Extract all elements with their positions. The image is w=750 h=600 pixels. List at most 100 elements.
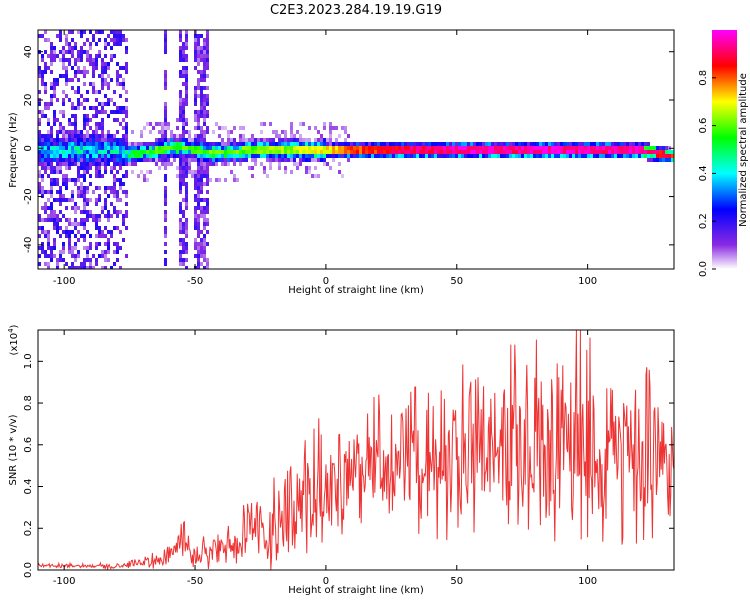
spectrogram-cell — [197, 62, 200, 66]
spectrogram-cell — [107, 258, 110, 262]
spectrogram-cell — [59, 126, 62, 130]
spectrogram-cell — [200, 178, 203, 182]
spectrogram-cell — [197, 118, 200, 122]
spectrogram-cell — [389, 146, 392, 150]
spectrogram-cell — [86, 158, 89, 162]
spectrogram-cell — [233, 126, 236, 130]
spectrogram-cell — [65, 158, 68, 162]
spectrogram-cell — [125, 190, 128, 194]
spectrogram-cell — [323, 154, 326, 158]
spectrogram-cell — [185, 66, 188, 70]
spectrogram-cell — [575, 146, 578, 150]
spectrogram-cell — [146, 158, 149, 162]
spectrogram-cell — [179, 174, 182, 178]
spectrogram-cell — [38, 182, 41, 186]
spectrogram-cell — [38, 118, 41, 122]
spectrogram-cell — [125, 70, 128, 74]
spectrogram-cell — [155, 150, 158, 154]
snr-x-label: Height of straight line (km) — [288, 585, 424, 596]
spectrogram-cell — [203, 234, 206, 238]
spectrogram-cell — [71, 86, 74, 90]
spectrogram-cell — [206, 154, 209, 158]
spectrogram-cell — [68, 142, 71, 146]
spectrogram-cell — [335, 142, 338, 146]
spectrogram-cell — [98, 170, 101, 174]
spectrogram-cell — [38, 226, 41, 230]
spectrogram-cell — [179, 178, 182, 182]
spectrogram-cell — [131, 162, 134, 166]
spectrogram-cell — [173, 134, 176, 138]
spectrogram-cell — [290, 138, 293, 142]
spectrogram-cell — [65, 142, 68, 146]
spectrogram-cell — [173, 146, 176, 150]
spectrogram-cell — [518, 150, 521, 154]
spectrogram-cell — [38, 174, 41, 178]
spectrogram-cell — [200, 130, 203, 134]
spectrogram-cell — [116, 210, 119, 214]
spectrogram-cell — [110, 202, 113, 206]
spectrogram-cell — [194, 66, 197, 70]
spectrogram-cell — [86, 118, 89, 122]
spectrogram-cell — [374, 146, 377, 150]
spectrogram-cell — [41, 134, 44, 138]
spectrogram-cell — [116, 110, 119, 114]
spectrogram-cell — [194, 146, 197, 150]
spectrogram-cell — [131, 130, 134, 134]
spectrogram-cell — [299, 154, 302, 158]
spectrogram-cell — [317, 174, 320, 178]
spectrogram-cell — [197, 254, 200, 258]
spectrogram-cell — [89, 162, 92, 166]
spectrogram-cell — [38, 66, 41, 70]
spectrogram-cell — [188, 130, 191, 134]
spectrogram-cell — [95, 30, 98, 34]
spectrogram-cell — [266, 158, 269, 162]
spectrogram-cell — [41, 150, 44, 154]
spectrogram-cell — [161, 138, 164, 142]
spectrogram-cell — [629, 150, 632, 154]
spectrogram-cell — [149, 150, 152, 154]
spectrogram-cell — [233, 174, 236, 178]
spectrogram-cell — [566, 146, 569, 150]
spectrogram-cell — [266, 146, 269, 150]
spectrogram-cell — [206, 30, 209, 34]
spectrogram-cell — [59, 194, 62, 198]
spectrogram-cell — [143, 146, 146, 150]
spectrogram-cell — [305, 142, 308, 146]
spectrogram-cell — [92, 90, 95, 94]
spectrogram-cell — [56, 146, 59, 150]
spectrogram-cell — [284, 154, 287, 158]
spectrogram-cell — [74, 178, 77, 182]
spectrogram-cell — [305, 170, 308, 174]
spectrogram-cell — [260, 138, 263, 142]
spectrogram-cell — [368, 154, 371, 158]
spectrogram-cell — [44, 114, 47, 118]
spectrogram-cell — [524, 146, 527, 150]
spectrogram-cell — [116, 106, 119, 110]
spectrogram-cell — [665, 146, 668, 150]
spectrogram-cell — [77, 138, 80, 142]
spectrogram-cell — [119, 34, 122, 38]
spectrogram-cell — [44, 30, 47, 34]
spectrogram-x-axis: -100 -50 0 50 100 — [53, 30, 597, 287]
spectrogram-cell — [278, 166, 281, 170]
spectrogram-cell — [248, 146, 251, 150]
snr-x-tick-label: -50 — [187, 576, 203, 587]
spectrogram-cell — [125, 254, 128, 258]
spectrogram-cell — [98, 234, 101, 238]
spectrogram-cell — [107, 194, 110, 198]
spectrogram-cell — [47, 158, 50, 162]
spectrogram-cell — [182, 222, 185, 226]
spectrogram-cell — [110, 146, 113, 150]
spectrogram-cell — [119, 158, 122, 162]
spectrogram-cell — [179, 222, 182, 226]
spectrogram-cell — [65, 174, 68, 178]
spectrogram-cell — [83, 118, 86, 122]
spectrogram-cell — [149, 146, 152, 150]
spectrogram-cell — [590, 142, 593, 146]
spectrogram-cell — [179, 34, 182, 38]
spectrogram-cell — [47, 166, 50, 170]
spectrogram-cell — [71, 254, 74, 258]
spectrogram-cell — [545, 154, 548, 158]
spectrogram-cell — [65, 162, 68, 166]
spectrogram-cell — [89, 30, 92, 34]
